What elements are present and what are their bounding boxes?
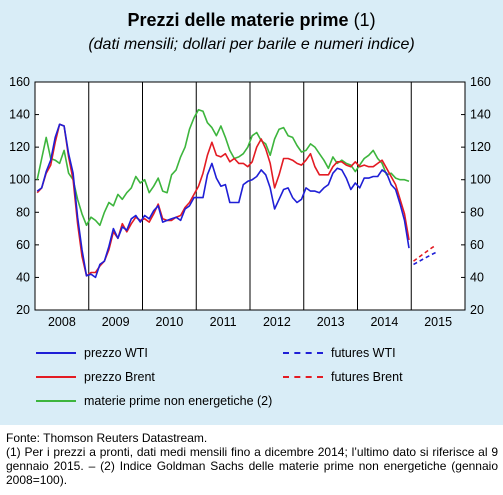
x-tick-label: 2010	[155, 315, 183, 329]
source-note: Fonte: Thomson Reuters Datastream.	[6, 431, 208, 445]
y-tick-label-right: 40	[470, 270, 484, 284]
y-tick-label-right: 120	[470, 140, 491, 154]
chart-title-footnote-ref: (1)	[353, 10, 376, 30]
legend-non-energy: materie prime non energetiche (2)	[36, 394, 272, 408]
y-tick-label-left: 160	[9, 75, 30, 89]
y-tick-label-right: 60	[470, 238, 484, 252]
legend-futures-brent-swatch	[283, 376, 323, 378]
y-tick-label-left: 20	[16, 303, 30, 317]
legend-futures-brent-label: futures Brent	[331, 370, 403, 384]
legend-futures-brent: futures Brent	[283, 370, 403, 384]
chart-title: Prezzi delle materie prime (1)	[0, 10, 503, 31]
chart-title-main: Prezzi delle materie prime	[127, 10, 349, 30]
x-tick-label: 2008	[48, 315, 76, 329]
x-tick-label: 2009	[102, 315, 130, 329]
series-line-wti	[36, 123, 410, 279]
legend-futures-wti-label: futures WTI	[331, 346, 396, 360]
y-tick-label-right: 20	[470, 303, 484, 317]
legend-wti-label: prezzo WTI	[84, 346, 148, 360]
legend-wti-swatch	[36, 352, 76, 354]
legend-brent-swatch	[36, 376, 76, 378]
series-line-futures-wti	[413, 251, 437, 266]
y-tick-label-right: 160	[470, 75, 491, 89]
footnotes: Fonte: Thomson Reuters Datastream. (1) P…	[6, 431, 498, 487]
series-line-non-energy	[36, 108, 410, 227]
x-tick-label: 2015	[424, 315, 452, 329]
legend-non-energy-label: materie prime non energetiche (2)	[84, 394, 273, 408]
y-tick-label-right: 100	[470, 173, 491, 187]
series-line-futures-brent	[413, 244, 437, 262]
legend-non-energy-swatch	[36, 400, 76, 402]
x-tick-label: 2011	[210, 315, 237, 329]
y-tick-label-right: 140	[470, 108, 491, 122]
y-tick-label-left: 60	[16, 238, 30, 252]
footnote-text: (1) Per i prezzi a pronti, dati medi men…	[6, 445, 498, 487]
x-tick-label: 2013	[317, 315, 345, 329]
y-tick-label-left: 80	[16, 205, 30, 219]
legend-futures-wti: futures WTI	[283, 346, 396, 360]
legend-brent: prezzo Brent	[36, 370, 155, 384]
line-chart: 2008 2009 2010 2011 2012 2013 2014 2015 20 20 40 40…	[9, 75, 491, 329]
chart-subtitle: (dati mensili; dollari per barile e nume…	[88, 36, 415, 53]
y-tick-label-left: 100	[9, 173, 30, 187]
y-tick-label-left: 140	[9, 108, 30, 122]
legend-brent-label: prezzo Brent	[84, 370, 155, 384]
legend-futures-wti-swatch	[283, 352, 323, 354]
legend-wti: prezzo WTI	[36, 346, 148, 360]
y-tick-label-left: 120	[9, 140, 30, 154]
x-tick-label: 2012	[263, 315, 291, 329]
x-tick-label: 2014	[370, 315, 398, 329]
y-tick-label-left: 40	[16, 270, 30, 284]
y-tick-label-right: 80	[470, 205, 484, 219]
